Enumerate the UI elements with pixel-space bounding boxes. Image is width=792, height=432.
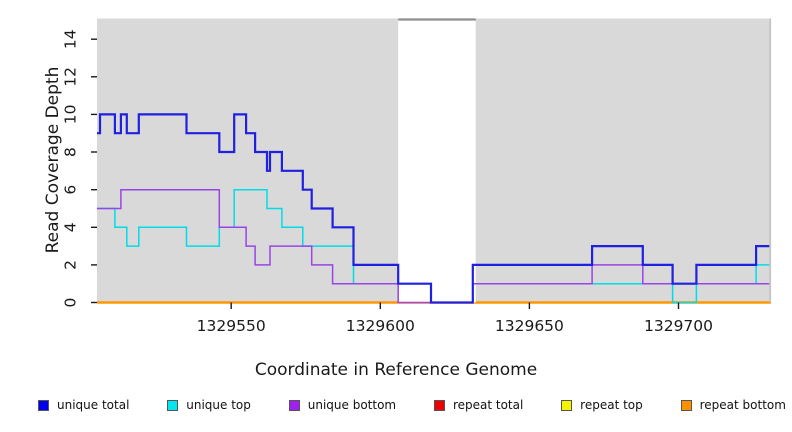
- legend-item-unique-bottom: unique bottom: [288, 398, 397, 412]
- x-tick-label: 1329600: [346, 317, 415, 335]
- legend-item-repeat-top: repeat top: [561, 399, 643, 411]
- coverage-plot: 1329550 1329600 1329650 1329700 0 2 4 6 8 10 12 14: [62, 18, 772, 335]
- legend: unique total unique top unique bottom repea…: [38, 393, 786, 417]
- legend-item-repeat-total: repeat total: [433, 398, 524, 412]
- legend-swatch-unique-total: [38, 399, 49, 411]
- legend-item-unique-top: unique top: [167, 399, 251, 411]
- legend-swatch-repeat-bottom: [680, 399, 692, 411]
- legend-swatch-repeat-top: [561, 399, 573, 411]
- legend-swatch-repeat-total: [433, 399, 445, 411]
- legend-swatch-unique-top: [167, 399, 179, 411]
- y-tick-label: 0: [62, 298, 80, 308]
- y-tick-label: 4: [62, 222, 80, 232]
- legend-label: repeat top: [580, 398, 643, 412]
- x-tick-label: 1329550: [197, 317, 266, 335]
- legend-label: repeat bottom: [699, 398, 786, 412]
- legend-swatch-unique-bottom: [288, 399, 300, 411]
- x-axis-title: Coordinate in Reference Genome: [254, 360, 538, 380]
- x-tick-label: 1329700: [644, 317, 713, 335]
- series-line-unique-bottom: [97, 188, 771, 304]
- y-tick-label: 10: [62, 105, 80, 125]
- y-axis-title: Read Coverage Depth: [43, 66, 63, 254]
- y-tick-label: 12: [62, 67, 80, 87]
- series-line-unique-top: [97, 188, 771, 304]
- legend-item-repeat-bottom: repeat bottom: [680, 398, 786, 412]
- y-tick-label: 8: [62, 147, 80, 157]
- legend-item-unique-total: unique total: [38, 399, 129, 411]
- legend-label: repeat total: [452, 398, 524, 412]
- legend-label: unique top: [186, 398, 251, 412]
- y-tick-label: 2: [62, 260, 80, 270]
- y-tick-label: 14: [62, 29, 80, 49]
- x-tick-label: 1329650: [495, 317, 564, 335]
- highlight-band: [398, 18, 476, 303]
- y-tick-label: 6: [62, 185, 80, 195]
- legend-label: unique total: [57, 398, 130, 412]
- legend-label: unique bottom: [307, 398, 397, 412]
- series-line-unique-total: [97, 113, 771, 304]
